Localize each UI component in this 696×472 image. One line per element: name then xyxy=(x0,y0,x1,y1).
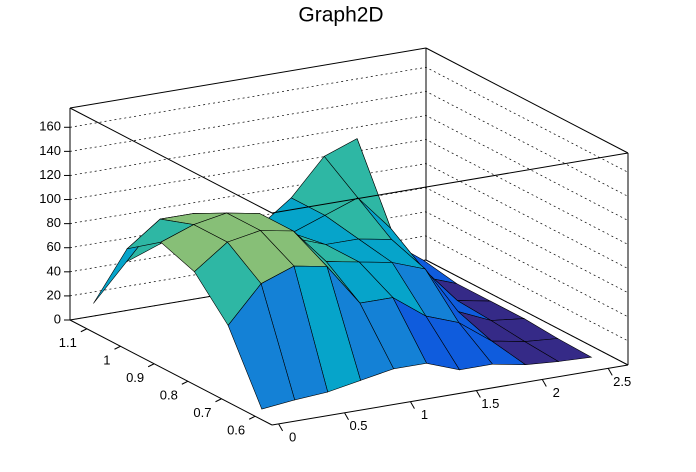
tick-mark xyxy=(147,363,155,368)
y-tick-label: 0.7 xyxy=(193,405,211,420)
z-tick-label: 160 xyxy=(39,119,61,134)
frame-line xyxy=(69,47,427,109)
z-tick-label: 0 xyxy=(54,311,61,326)
grid-line xyxy=(69,163,629,269)
tick-mark xyxy=(278,423,284,432)
z-tick-label: 20 xyxy=(47,287,61,302)
x-tick-label: 1.5 xyxy=(481,396,499,411)
grid-line xyxy=(69,139,629,245)
tick-mark xyxy=(475,390,481,398)
tick-mark xyxy=(181,380,189,385)
z-tick-label: 40 xyxy=(47,263,61,278)
frame-line xyxy=(69,319,273,426)
y-tick-label: 0.6 xyxy=(227,423,245,438)
grid-line xyxy=(69,66,629,173)
tick-mark xyxy=(410,401,415,409)
z-tick-label: 100 xyxy=(39,191,61,206)
grid-line xyxy=(69,91,629,197)
frame-line xyxy=(271,152,629,214)
y-tick-label: 0.8 xyxy=(160,388,178,403)
z-tick-label: 120 xyxy=(39,167,61,182)
tick-mark xyxy=(80,328,88,333)
tick-mark xyxy=(248,415,256,420)
tick-mark xyxy=(607,368,613,376)
tick-mark xyxy=(541,379,547,387)
z-tick-label: 60 xyxy=(47,239,61,254)
x-tick-label: 0 xyxy=(289,429,296,444)
chart-title: Graph2D xyxy=(298,4,383,27)
x-tick-label: 0.5 xyxy=(349,418,367,433)
y-tick-label: 0.9 xyxy=(126,370,144,385)
frame-line xyxy=(425,47,629,154)
grid-line xyxy=(69,115,629,221)
tick-mark xyxy=(215,398,222,403)
grid-line xyxy=(69,235,629,342)
frame-line xyxy=(271,364,629,426)
z-tick-label: 80 xyxy=(47,215,61,230)
x-tick-label: 2 xyxy=(553,385,560,400)
frame-line xyxy=(69,107,273,214)
x-tick-label: 2.5 xyxy=(613,374,631,389)
x-tick-label: 1 xyxy=(421,407,428,422)
surface-cell xyxy=(227,283,296,410)
grid-line xyxy=(69,259,629,366)
z-tick-label: 140 xyxy=(39,143,61,158)
tick-mark xyxy=(114,345,121,350)
tick-mark xyxy=(344,412,349,421)
y-tick-label: 1 xyxy=(103,353,110,368)
y-tick-label: 1.1 xyxy=(59,335,77,350)
